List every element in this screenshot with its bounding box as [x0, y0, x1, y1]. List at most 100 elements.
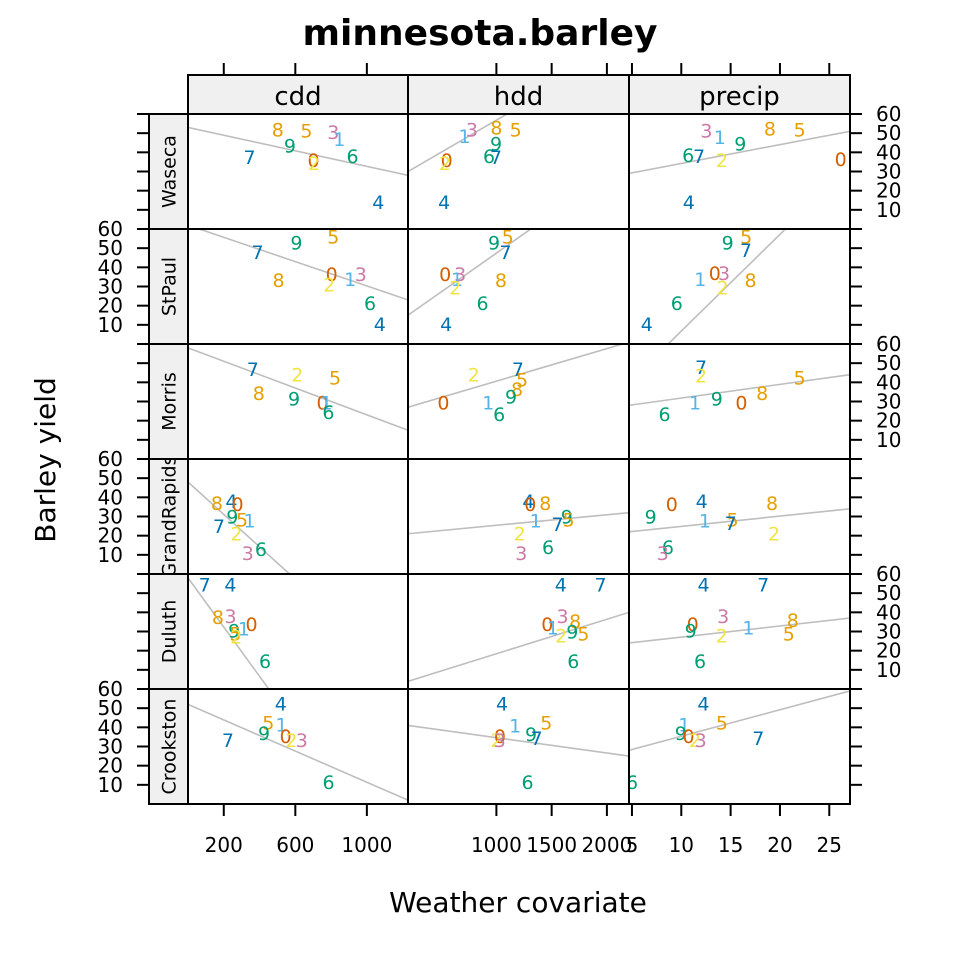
point-label: 7 — [693, 146, 705, 168]
point-label: 7 — [725, 513, 737, 535]
point-label: 9 — [711, 389, 723, 411]
y-tick-label: 50 — [98, 466, 123, 490]
point-label: 3 — [515, 543, 527, 565]
point-label: 8 — [495, 270, 507, 292]
point-label: 4 — [225, 491, 237, 513]
strip-cdd — [187, 74, 409, 115]
fit-line — [408, 229, 533, 316]
point-label: 8 — [569, 611, 581, 633]
y-tick-label: 20 — [98, 294, 123, 318]
point-label: 5 — [740, 227, 752, 249]
point-label: 2 — [449, 277, 461, 299]
point-label: 8 — [766, 493, 778, 515]
point-label: 6 — [522, 772, 534, 794]
point-label: 3 — [700, 120, 712, 142]
point-label: 4 — [496, 693, 508, 715]
point-label: 5 — [716, 713, 728, 735]
y-tick-label: 20 — [876, 179, 901, 203]
point-label: 3 — [657, 543, 669, 565]
x-tick-label-cdd: 1000 — [341, 833, 392, 857]
point-label: 0 — [709, 263, 721, 285]
y-tick-label: 20 — [98, 754, 123, 778]
point-label: 4 — [683, 192, 695, 214]
y-tick-label: 30 — [876, 620, 901, 644]
point-label: 1 — [689, 392, 701, 414]
point-label: 4 — [697, 693, 709, 715]
panel-grandrapids-cdd: 8 409 157 263 — [187, 458, 409, 575]
x-tick-label-precip: 5 — [626, 833, 639, 857]
y-tick-label: 30 — [98, 275, 123, 299]
point-label: 5 — [300, 120, 312, 142]
point-label: 4 — [555, 575, 567, 597]
point-label: 9 — [675, 723, 687, 745]
point-label: 2 — [768, 524, 780, 546]
point-label: 2 — [717, 277, 729, 299]
y-tick-label: 30 — [876, 390, 901, 414]
point-label: 3 — [494, 730, 506, 752]
strip-label-crookston: Crookston — [159, 699, 181, 795]
point-label: 2 — [468, 365, 480, 387]
point-label: 4 — [275, 693, 287, 715]
point-label: 0 — [666, 494, 678, 516]
point-label: 1 — [714, 127, 726, 149]
x-tick-label-precip: 25 — [817, 833, 842, 857]
point-label: 2 — [490, 730, 502, 752]
y-tick-label: 40 — [98, 255, 123, 279]
point-label: 7 — [551, 514, 563, 536]
fit-line — [408, 114, 509, 173]
point-label: 3 — [717, 606, 729, 628]
panel-morris-hdd: 7 2 589 0 16 — [407, 343, 630, 460]
fit-line — [629, 373, 850, 407]
point-label: 6 — [255, 539, 267, 561]
fit-line — [629, 690, 850, 752]
point-label: 5 — [327, 227, 339, 249]
fit-line — [196, 229, 408, 301]
strip-stpaul — [148, 228, 189, 345]
point-label: 6 — [347, 146, 359, 168]
point-label: 1 — [547, 618, 559, 640]
point-label: 1 — [243, 510, 255, 532]
point-label: 1 — [509, 715, 521, 737]
point-label: 2 — [230, 524, 242, 546]
point-label: 1 — [344, 269, 356, 291]
point-label: 8 — [745, 270, 757, 292]
point-label: 9 — [645, 506, 657, 528]
y-tick-label: 50 — [876, 351, 901, 375]
y-tick-label: 30 — [98, 505, 123, 529]
fit-line — [629, 508, 850, 533]
point-label: 9 — [525, 724, 537, 746]
point-label: 2 — [439, 153, 451, 175]
point-label: 6 — [626, 772, 638, 794]
point-label: 4 — [522, 491, 534, 513]
fit-line — [188, 703, 408, 801]
point-label: 7 — [752, 728, 764, 750]
y-tick-label: 40 — [876, 140, 901, 164]
point-label: 4 — [372, 192, 384, 214]
x-tick-label-hdd: 2000 — [581, 833, 632, 857]
point-label: 4 — [438, 192, 450, 214]
point-label: 5 — [540, 713, 552, 735]
point-label: 8 — [272, 119, 284, 141]
point-label: 7 — [757, 575, 769, 597]
point-label: 6 — [658, 404, 670, 426]
y-tick-label: 60 — [98, 677, 123, 701]
strip-label-stpaul: StPaul — [159, 257, 181, 316]
y-tick-label: 50 — [98, 236, 123, 260]
y-tick-label: 50 — [876, 121, 901, 145]
point-label: 2 — [285, 730, 297, 752]
y-tick-label: 10 — [98, 543, 123, 567]
point-label: 9 — [566, 621, 578, 643]
point-label: 8 — [212, 607, 224, 629]
y-tick-label: 20 — [98, 524, 123, 548]
point-label: 5 — [794, 368, 806, 390]
y-tick-label: 30 — [876, 160, 901, 184]
point-label: 9 — [505, 387, 517, 409]
point-label: 7 — [243, 147, 255, 169]
point-label: 7 — [594, 575, 606, 597]
x-tick-label-cdd: 600 — [276, 833, 314, 857]
strip-grandrapids — [148, 458, 189, 575]
y-tick-label: 20 — [876, 409, 901, 433]
fit-line — [666, 229, 787, 344]
point-label: 3 — [695, 730, 707, 752]
